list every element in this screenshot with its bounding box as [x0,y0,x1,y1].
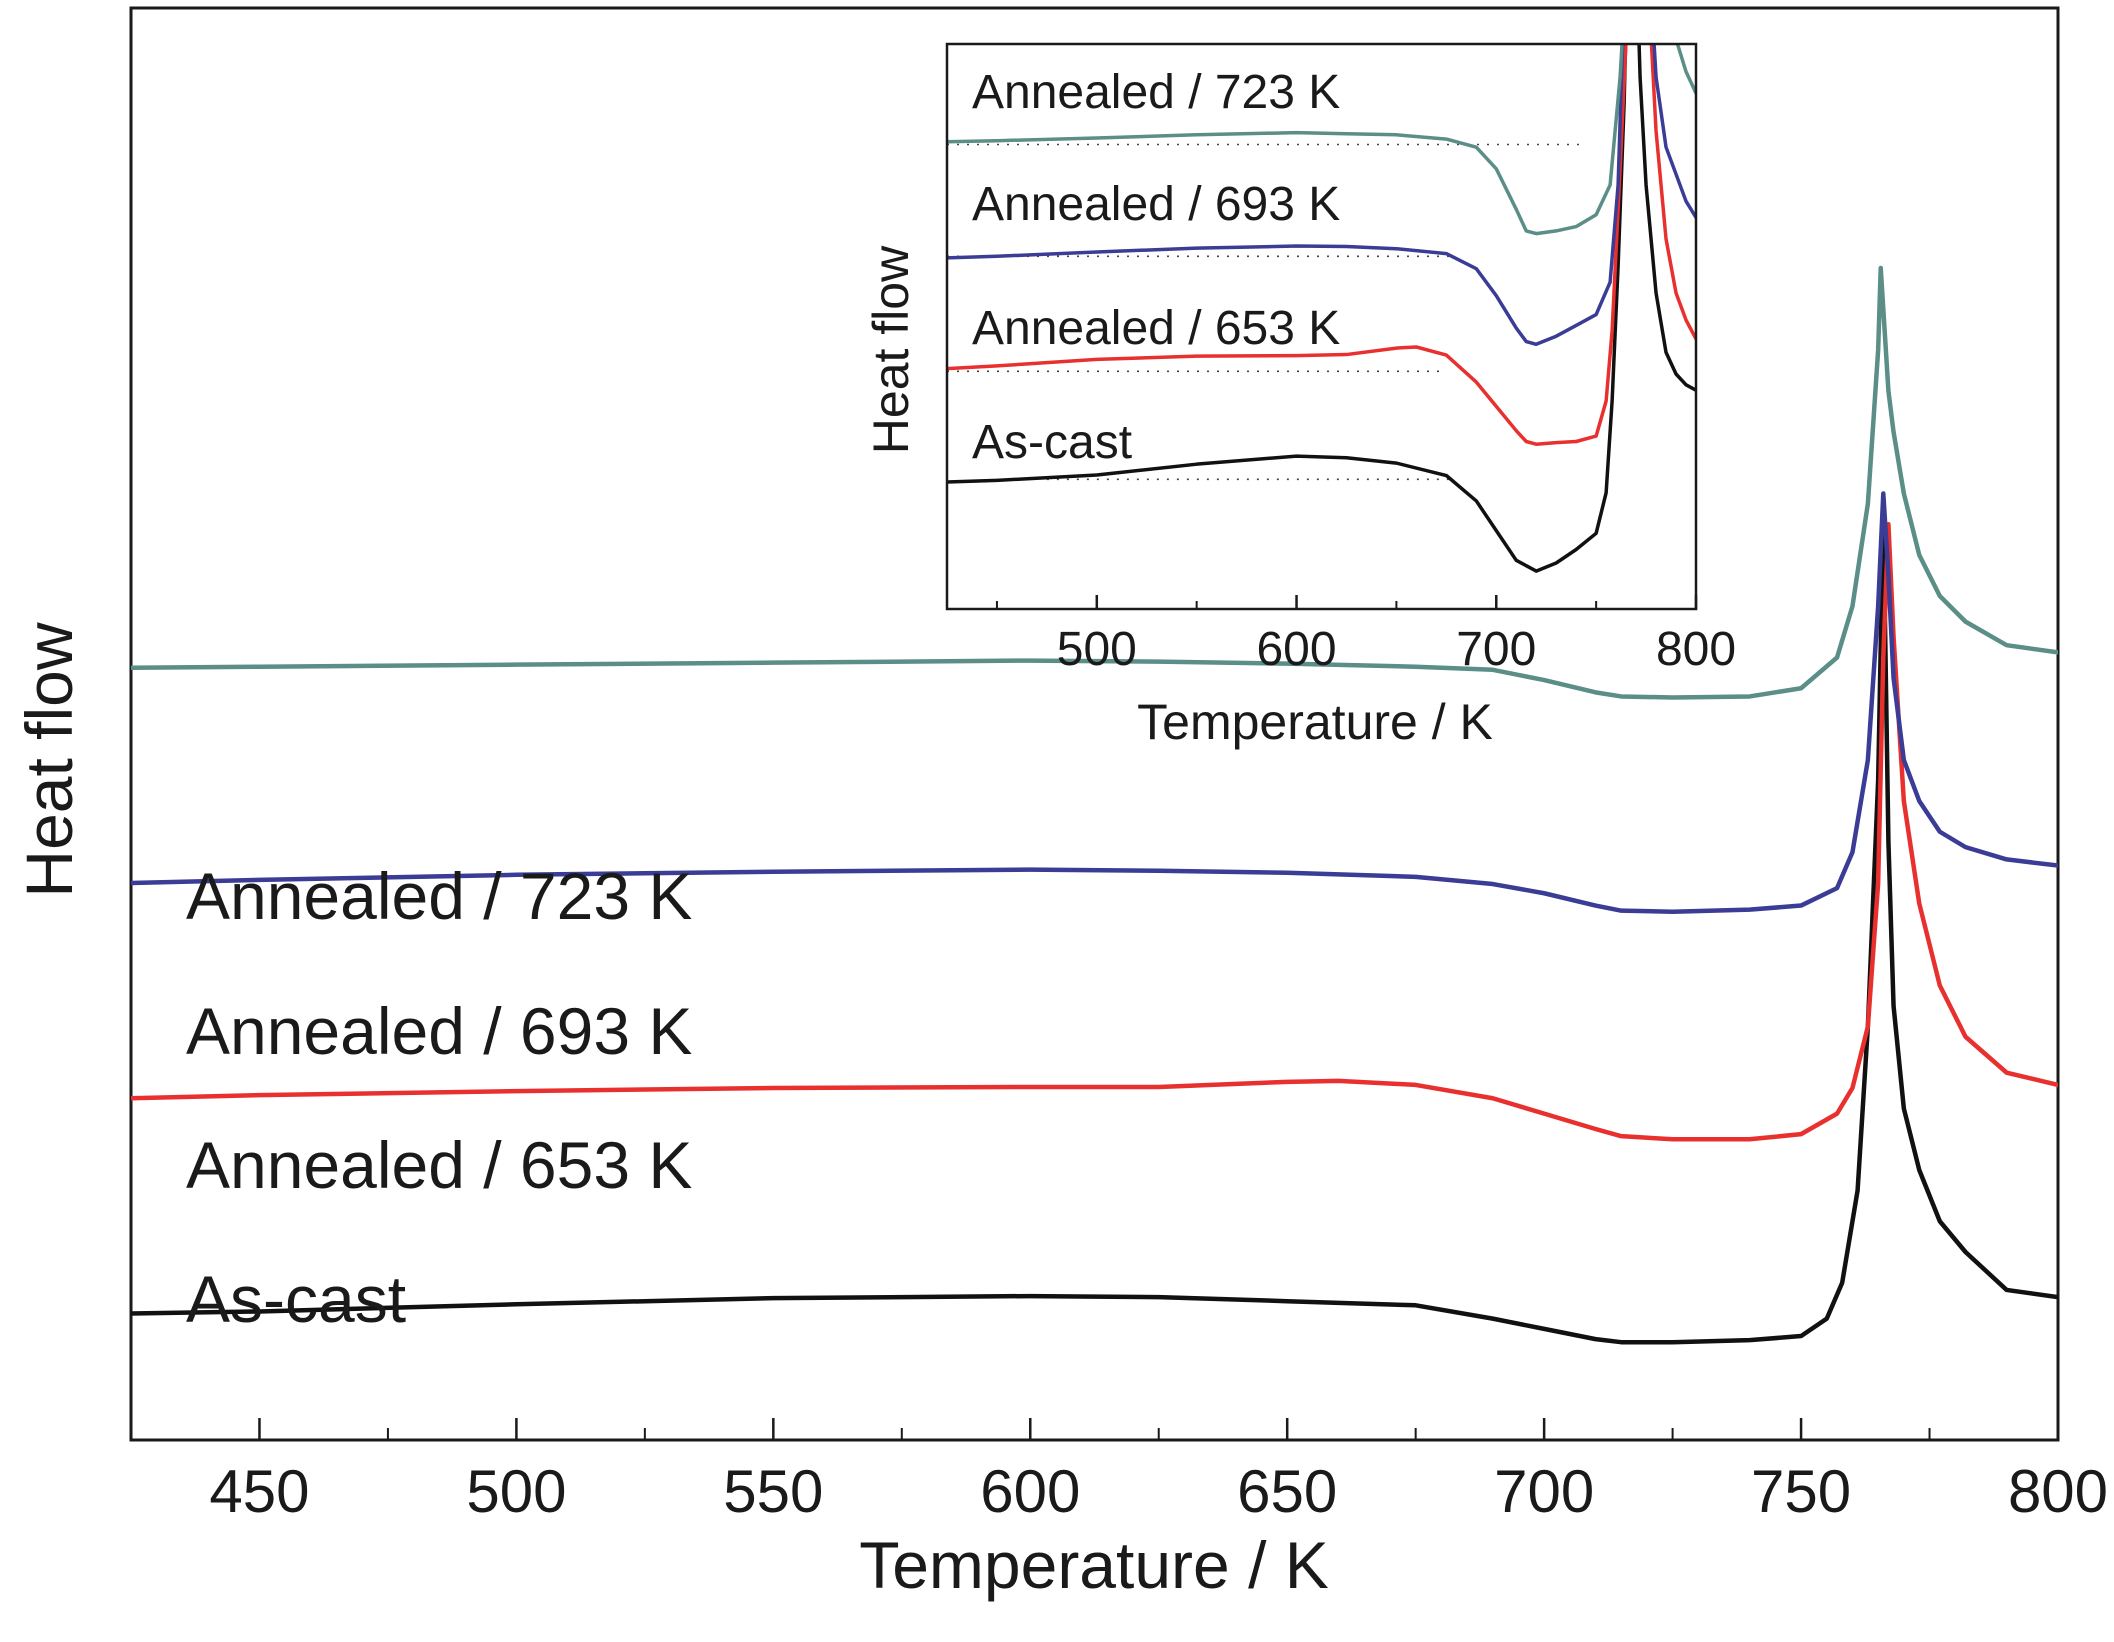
main-x-tick-label: 700 [1494,1458,1594,1525]
main-series-as-cast [131,511,2058,1345]
inset-series-group [947,44,1696,573]
inset-series-annealed-723-k [947,44,1696,236]
main-x-ticks [258,1418,2060,1440]
main-series-group [131,265,2058,1345]
main-x-axis-label: Temperature / K [859,1528,1329,1602]
inset-x-axis-label: Temperature / K [1137,694,1493,750]
main-label-annealed-653-k: Annealed / 653 K [186,1128,692,1202]
inset-series-labels: As-cast Annealed / 653 K Annealed / 693 K A… [972,66,1340,469]
inset-label-annealed-693-k: Annealed / 693 K [972,178,1340,231]
inset-series-annealed-693-k [947,44,1696,347]
inset-x-tick-label: 600 [1256,623,1336,676]
main-y-axis-label: Heat flow [12,622,86,897]
inset-x-tick-label: 800 [1656,623,1736,676]
main-label-annealed-693-k: Annealed / 693 K [186,994,692,1068]
inset-x-tick-label: 500 [1057,623,1137,676]
main-series-annealed-653-k [131,522,2058,1142]
main-x-tick-label: 500 [466,1458,566,1525]
inset-chart: 500 600 700 800 As-cast Annealed / 653 K Anne… [863,42,1736,750]
inset-y-axis-label: Heat flow [863,245,919,454]
inset-label-annealed-653-k: Annealed / 653 K [972,302,1340,355]
main-series-annealed-723-k [131,265,2058,700]
inset-series-as-cast [947,44,1696,573]
main-x-tick-label: 800 [2008,1458,2108,1525]
main-x-tick-label: 650 [1237,1458,1337,1525]
main-series-labels: As-cast Annealed / 653 K Annealed / 693 K A… [186,859,692,1336]
main-label-annealed-723-k: Annealed / 723 K [186,859,692,933]
main-label-as-cast: As-cast [186,1262,406,1336]
inset-baselines [947,143,1587,481]
inset-series-annealed-653-k [947,44,1696,446]
main-chart: 450 500 550 600 650 700 750 800 As-cast Annealed… [12,6,2108,1602]
main-x-tick-label: 550 [723,1458,823,1525]
main-plot-frame [129,6,2060,1442]
main-x-tick-labels: 450 500 550 600 650 700 750 800 [209,1458,2108,1525]
inset-x-ticks [995,595,1698,609]
main-series-annealed-693-k [131,491,2058,914]
main-x-tick-label: 450 [209,1458,309,1525]
inset-label-as-cast: As-cast [972,416,1132,469]
main-x-tick-label: 750 [1751,1458,1851,1525]
inset-label-annealed-723-k: Annealed / 723 K [972,66,1340,119]
inset-x-tick-label: 700 [1456,623,1536,676]
inset-plot-frame [945,42,1698,611]
main-x-tick-label: 600 [980,1458,1080,1525]
inset-x-tick-labels: 500 600 700 800 [1057,623,1736,676]
